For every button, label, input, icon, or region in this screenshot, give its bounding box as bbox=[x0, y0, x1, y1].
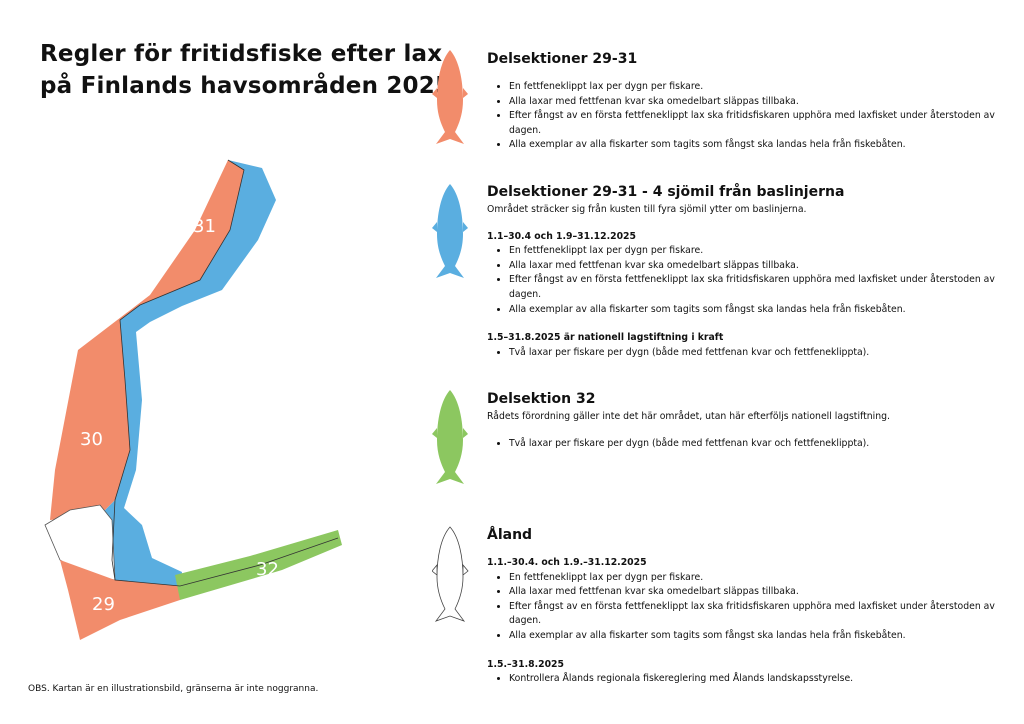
fish-icon bbox=[432, 526, 469, 622]
bullet: Alla laxar med fettfenan kvar ska omedel… bbox=[509, 259, 1017, 274]
bullet: En fettfeneklippt lax per dygn per fiska… bbox=[509, 571, 1017, 586]
fish-icon bbox=[432, 50, 468, 144]
zone-label: 30 bbox=[80, 429, 103, 450]
bullet: Efter fångst av en första fettfeneklippt… bbox=[509, 600, 1017, 629]
bullet-list: En fettfeneklippt lax per dygn per fiska… bbox=[487, 244, 1017, 317]
subheading: 1.5.–31.8.2025 bbox=[487, 658, 564, 670]
subheading: 1.5–31.8.2025 är nationell lagstiftning … bbox=[487, 332, 724, 344]
blue-zone bbox=[100, 160, 276, 590]
section-heading: Delsektioner 29-31 bbox=[487, 51, 638, 67]
bullet-list: Två laxar per fiskare per dygn (både med… bbox=[487, 437, 1017, 452]
subheading: 1.1–30.4 och 1.9–31.12.2025 bbox=[487, 230, 636, 242]
title-line: Regler för fritidsfiske efter lax bbox=[40, 41, 443, 67]
section-heading: Delsektioner 29-31 - 4 sjömil från basli… bbox=[487, 184, 845, 200]
title-line: på Finlands havsområden 2025 bbox=[40, 73, 452, 99]
section: Delsektion 32 Rådets förordning gäller in… bbox=[487, 390, 1017, 465]
fish-icon bbox=[432, 184, 468, 278]
bullet: En fettfeneklippt lax per dygn per fiska… bbox=[509, 80, 1017, 95]
note: OBS. Kartan är en illustrationsbild, grä… bbox=[28, 684, 319, 694]
bullet-list: Två laxar per fiskare per dygn (både med… bbox=[487, 346, 1017, 361]
bullet-list: Kontrollera Ålands regionala fiskeregler… bbox=[487, 672, 1017, 687]
map: 31 30 29 32 bbox=[44, 159, 342, 640]
zone-label: 31 bbox=[193, 216, 216, 237]
zone-label: 29 bbox=[92, 594, 115, 615]
section: Delsektioner 29-31 En fettfeneklippt lax … bbox=[487, 50, 1017, 167]
bullet: Alla exemplar av alla fiskarter som tagi… bbox=[509, 629, 1017, 644]
section-intro: Rådets förordning gäller inte det här om… bbox=[487, 411, 891, 422]
zone-29 bbox=[60, 560, 180, 640]
bullet: Alla exemplar av alla fiskarter som tagi… bbox=[509, 303, 1017, 318]
boundary bbox=[111, 159, 339, 587]
bullet: Två laxar per fiskare per dygn (både med… bbox=[509, 346, 1017, 361]
section-heading: Åland bbox=[487, 527, 533, 543]
bullet: Efter fångst av en första fettfeneklippt… bbox=[509, 273, 1017, 302]
section-heading: Delsektion 32 bbox=[487, 391, 596, 407]
bullet: Alla laxar med fettfenan kvar ska omedel… bbox=[509, 585, 1017, 600]
bullet-list: En fettfeneklippt lax per dygn per fiska… bbox=[487, 571, 1017, 644]
section-intro: Området sträcker sig från kusten till fy… bbox=[487, 204, 807, 215]
bullet: Alla laxar med fettfenan kvar ska omedel… bbox=[509, 95, 1017, 110]
section: Åland 1.1.–30.4. och 1.9.–31.12.2025 En fe… bbox=[487, 526, 1017, 701]
bullet: En fettfeneklippt lax per dygn per fiska… bbox=[509, 244, 1017, 259]
zone-label: 32 bbox=[256, 559, 279, 580]
bullet: Alla exemplar av alla fiskarter som tagi… bbox=[509, 138, 1017, 153]
section: Delsektioner 29-31 - 4 sjömil från basli… bbox=[487, 183, 1017, 374]
bullet: Kontrollera Ålands regionala fiskeregler… bbox=[509, 672, 1017, 687]
title: Regler för fritidsfiske efter lax på Fin… bbox=[40, 38, 451, 102]
bullet: Efter fångst av en första fettfeneklippt… bbox=[509, 109, 1017, 138]
zone-30-31 bbox=[50, 160, 244, 520]
bullet-list: En fettfeneklippt lax per dygn per fiska… bbox=[487, 80, 1017, 153]
subheading: 1.1.–30.4. och 1.9.–31.12.2025 bbox=[487, 557, 647, 568]
fish-icon bbox=[432, 390, 468, 484]
bullet: Två laxar per fiskare per dygn (både med… bbox=[509, 437, 1017, 452]
